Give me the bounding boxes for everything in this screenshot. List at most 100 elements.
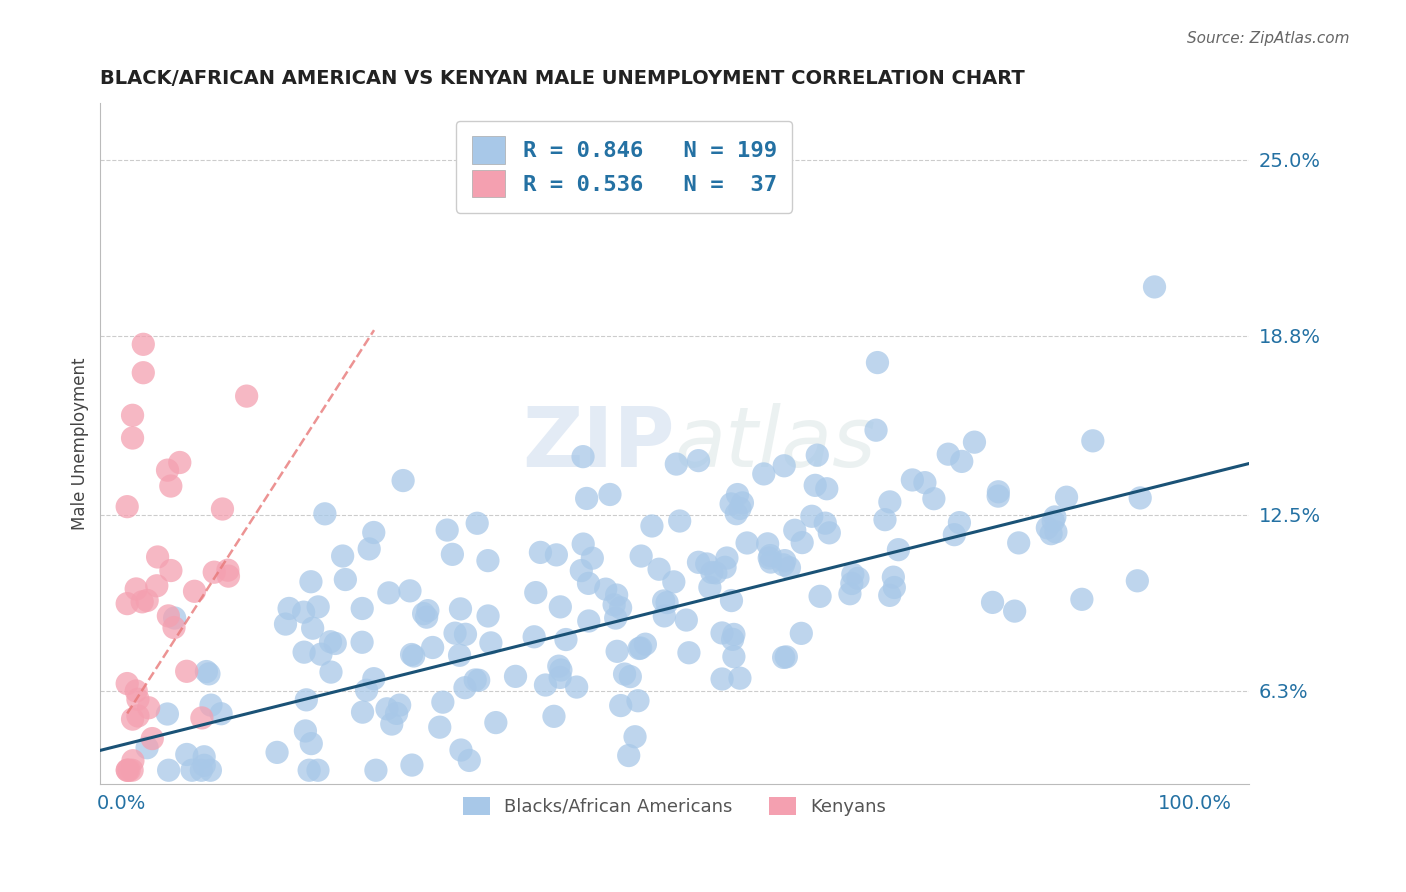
Point bbox=[866, 355, 889, 369]
Point bbox=[759, 549, 782, 563]
Point bbox=[181, 763, 204, 777]
Point bbox=[846, 571, 869, 585]
Point bbox=[804, 478, 827, 492]
Point bbox=[981, 595, 1004, 609]
Point bbox=[399, 583, 422, 598]
Point bbox=[1070, 592, 1092, 607]
Point bbox=[879, 588, 901, 602]
Point bbox=[627, 694, 650, 708]
Point bbox=[634, 637, 657, 651]
Point bbox=[936, 447, 959, 461]
Point bbox=[617, 748, 640, 763]
Point bbox=[183, 584, 205, 599]
Point bbox=[422, 640, 444, 655]
Point bbox=[688, 555, 710, 569]
Point bbox=[815, 482, 838, 496]
Point bbox=[716, 551, 738, 566]
Point bbox=[775, 649, 797, 664]
Point bbox=[432, 695, 454, 709]
Point bbox=[723, 627, 745, 641]
Point bbox=[609, 698, 631, 713]
Point bbox=[628, 641, 651, 656]
Point bbox=[274, 617, 297, 632]
Point bbox=[307, 599, 329, 614]
Point bbox=[778, 560, 800, 574]
Point bbox=[523, 630, 546, 644]
Point bbox=[235, 389, 257, 403]
Point bbox=[200, 763, 222, 777]
Point bbox=[1004, 604, 1026, 618]
Point bbox=[550, 663, 572, 677]
Point bbox=[193, 749, 215, 764]
Point bbox=[783, 523, 806, 537]
Point bbox=[450, 602, 472, 616]
Point bbox=[714, 560, 737, 574]
Point bbox=[524, 585, 547, 599]
Point bbox=[1043, 510, 1066, 524]
Point bbox=[157, 608, 180, 623]
Point bbox=[814, 516, 837, 530]
Point bbox=[131, 595, 153, 609]
Point bbox=[125, 684, 148, 698]
Point bbox=[792, 535, 814, 549]
Point bbox=[429, 720, 451, 734]
Point bbox=[790, 626, 813, 640]
Point bbox=[378, 586, 401, 600]
Point bbox=[292, 645, 315, 659]
Point bbox=[773, 458, 796, 473]
Point bbox=[963, 435, 986, 450]
Point bbox=[720, 593, 742, 607]
Point bbox=[122, 754, 145, 768]
Point bbox=[728, 671, 751, 685]
Point bbox=[156, 706, 179, 721]
Point bbox=[401, 758, 423, 772]
Point bbox=[555, 632, 578, 647]
Point bbox=[914, 475, 936, 490]
Point bbox=[565, 680, 588, 694]
Point bbox=[652, 608, 675, 623]
Point bbox=[388, 698, 411, 712]
Point bbox=[295, 693, 318, 707]
Point bbox=[359, 541, 381, 556]
Point bbox=[603, 598, 626, 612]
Point bbox=[209, 706, 232, 721]
Text: Source: ZipAtlas.com: Source: ZipAtlas.com bbox=[1187, 31, 1350, 46]
Point bbox=[363, 525, 385, 540]
Point bbox=[756, 537, 779, 551]
Point bbox=[141, 731, 163, 746]
Point bbox=[641, 519, 664, 533]
Point bbox=[356, 683, 378, 698]
Point bbox=[132, 366, 155, 380]
Point bbox=[619, 670, 641, 684]
Point bbox=[841, 576, 863, 591]
Point bbox=[613, 667, 636, 681]
Point bbox=[115, 597, 138, 611]
Point bbox=[335, 573, 357, 587]
Point bbox=[464, 673, 486, 687]
Point bbox=[127, 709, 149, 723]
Point bbox=[678, 646, 700, 660]
Point bbox=[721, 632, 744, 647]
Point bbox=[121, 763, 143, 777]
Point bbox=[655, 596, 678, 610]
Point bbox=[865, 423, 887, 437]
Point bbox=[1036, 521, 1059, 535]
Point bbox=[454, 627, 477, 641]
Point bbox=[363, 672, 385, 686]
Point bbox=[115, 763, 138, 777]
Point bbox=[375, 702, 398, 716]
Point bbox=[808, 590, 831, 604]
Y-axis label: Male Unemployment: Male Unemployment bbox=[72, 358, 89, 530]
Point bbox=[450, 743, 472, 757]
Point bbox=[772, 650, 794, 665]
Point bbox=[136, 740, 159, 755]
Point bbox=[146, 549, 169, 564]
Point bbox=[696, 557, 718, 571]
Point bbox=[505, 669, 527, 683]
Point bbox=[599, 487, 621, 501]
Point bbox=[191, 711, 214, 725]
Point bbox=[323, 636, 346, 650]
Point bbox=[436, 523, 458, 537]
Point bbox=[728, 501, 751, 516]
Point bbox=[217, 569, 239, 583]
